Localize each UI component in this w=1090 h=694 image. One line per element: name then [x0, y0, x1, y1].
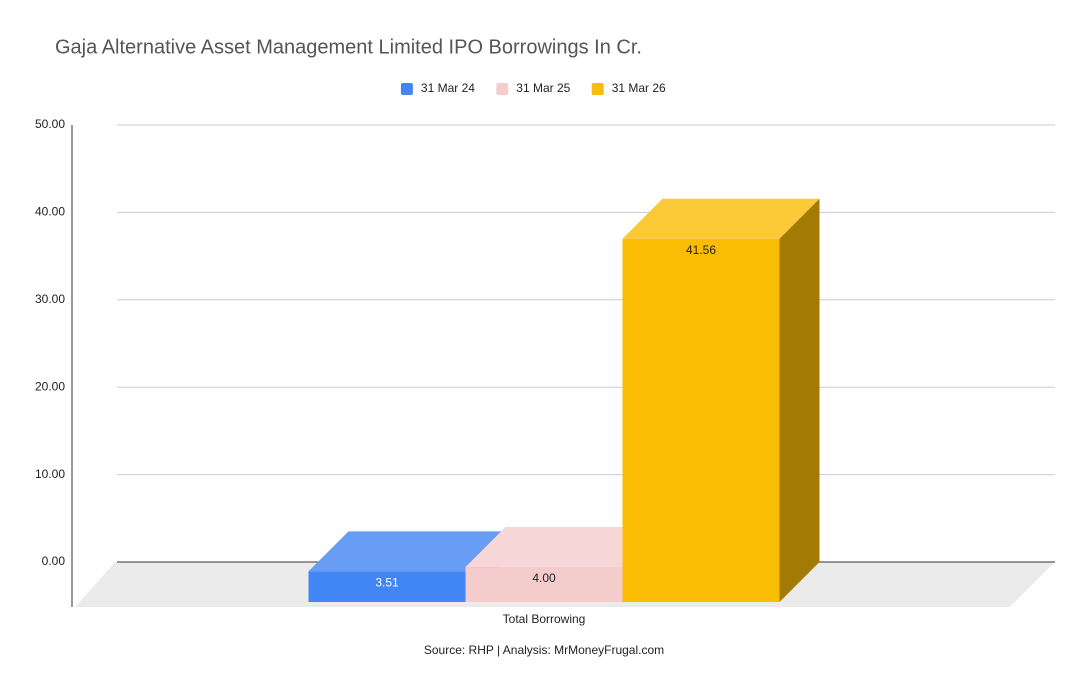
- bar-top: [308, 531, 506, 572]
- data-label: 4.00: [532, 571, 556, 585]
- y-tick-label: 10.00: [35, 467, 65, 481]
- legend-label: 31 Mar 25: [516, 81, 570, 95]
- y-tick-label: 30.00: [35, 292, 65, 306]
- data-label: 41.56: [686, 243, 716, 257]
- legend-label: 31 Mar 26: [612, 81, 666, 95]
- bar: [308, 571, 466, 602]
- chart-title: Gaja Alternative Asset Management Limite…: [55, 36, 642, 58]
- y-tick-label: 20.00: [35, 379, 65, 393]
- source-note: Source: RHP | Analysis: MrMoneyFrugal.co…: [424, 643, 664, 657]
- bar-top: [465, 527, 663, 568]
- bar-side: [779, 198, 820, 602]
- bar: [622, 238, 780, 602]
- legend-swatch: [400, 83, 413, 95]
- legend-swatch: [496, 83, 509, 95]
- bar: [465, 567, 623, 602]
- y-tick-label: 40.00: [35, 205, 65, 219]
- y-tick-label: 50.00: [35, 117, 65, 131]
- data-label: 3.51: [375, 575, 399, 589]
- bar-top: [622, 198, 820, 239]
- x-tick-label: Total Borrowing: [503, 612, 586, 626]
- legend-label: 31 Mar 24: [421, 81, 475, 95]
- y-tick-label: 0.00: [42, 554, 66, 568]
- legend-swatch: [591, 83, 604, 95]
